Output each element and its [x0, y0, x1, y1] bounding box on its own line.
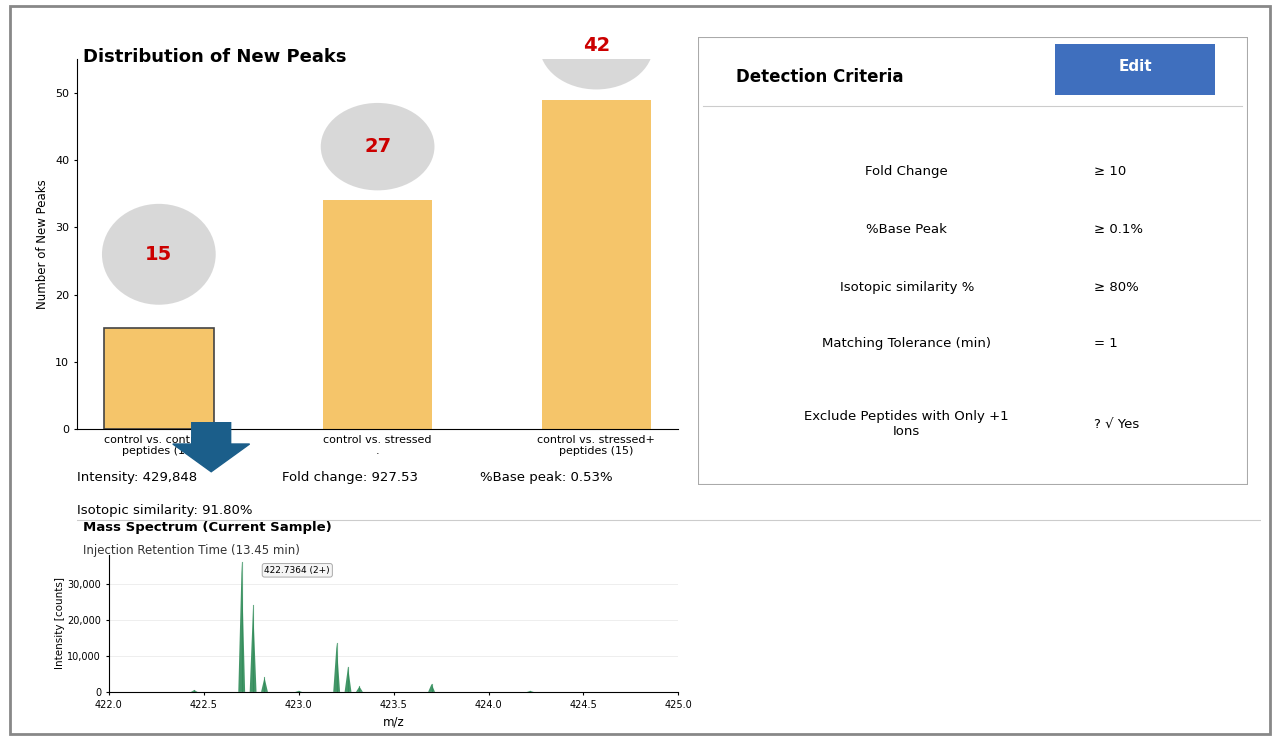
Text: ≥ 0.1%: ≥ 0.1%: [1094, 223, 1143, 236]
X-axis label: m/z: m/z: [383, 715, 404, 728]
Text: Fold change: 927.53: Fold change: 927.53: [282, 471, 417, 484]
Polygon shape: [238, 562, 246, 692]
Text: Edit: Edit: [1119, 59, 1152, 75]
Text: %Base Peak: %Base Peak: [867, 223, 947, 236]
Text: = 1: = 1: [1094, 337, 1117, 350]
Text: %Base peak: 0.53%: %Base peak: 0.53%: [480, 471, 613, 484]
Bar: [541, 100, 652, 429]
FancyArrow shape: [173, 422, 250, 472]
Y-axis label: Number of New Peaks: Number of New Peaks: [37, 179, 50, 309]
Text: Exclude Peptides with Only +1
Ions: Exclude Peptides with Only +1 Ions: [804, 410, 1009, 438]
FancyBboxPatch shape: [10, 6, 1270, 734]
Bar: [104, 329, 214, 429]
Polygon shape: [333, 643, 340, 692]
Text: Fold Change: Fold Change: [865, 165, 948, 178]
Polygon shape: [344, 667, 352, 692]
Polygon shape: [296, 691, 302, 692]
Ellipse shape: [539, 2, 653, 90]
Text: Distribution of New Peaks: Distribution of New Peaks: [83, 48, 347, 66]
Y-axis label: Intensity [counts]: Intensity [counts]: [55, 577, 64, 670]
Text: Mass Spectrum (Current Sample): Mass Spectrum (Current Sample): [83, 521, 332, 534]
Bar: [323, 201, 433, 429]
Text: ≥ 80%: ≥ 80%: [1094, 281, 1139, 295]
Text: Intensity: 429,848: Intensity: 429,848: [77, 471, 197, 484]
Polygon shape: [356, 687, 362, 692]
FancyBboxPatch shape: [1056, 44, 1215, 95]
Text: 27: 27: [364, 137, 392, 156]
Text: Detection Criteria: Detection Criteria: [736, 68, 904, 87]
Text: ≥ 10: ≥ 10: [1094, 165, 1126, 178]
Polygon shape: [261, 678, 268, 692]
Text: Isotopic similarity: 91.80%: Isotopic similarity: 91.80%: [77, 504, 252, 517]
Polygon shape: [428, 684, 435, 692]
Text: 42: 42: [582, 36, 611, 55]
Ellipse shape: [102, 204, 216, 305]
FancyBboxPatch shape: [698, 37, 1248, 485]
Text: Isotopic similarity %: Isotopic similarity %: [840, 281, 974, 295]
Text: 422.7364 (2+): 422.7364 (2+): [265, 566, 330, 575]
Text: Injection Retention Time (13.45 min): Injection Retention Time (13.45 min): [83, 545, 300, 557]
Text: 15: 15: [145, 245, 173, 263]
Polygon shape: [527, 691, 534, 692]
Polygon shape: [250, 605, 256, 692]
Text: ? √ Yes: ? √ Yes: [1094, 418, 1139, 431]
Polygon shape: [191, 690, 197, 692]
Text: Matching Tolerance (min): Matching Tolerance (min): [822, 337, 991, 350]
Ellipse shape: [321, 103, 434, 190]
